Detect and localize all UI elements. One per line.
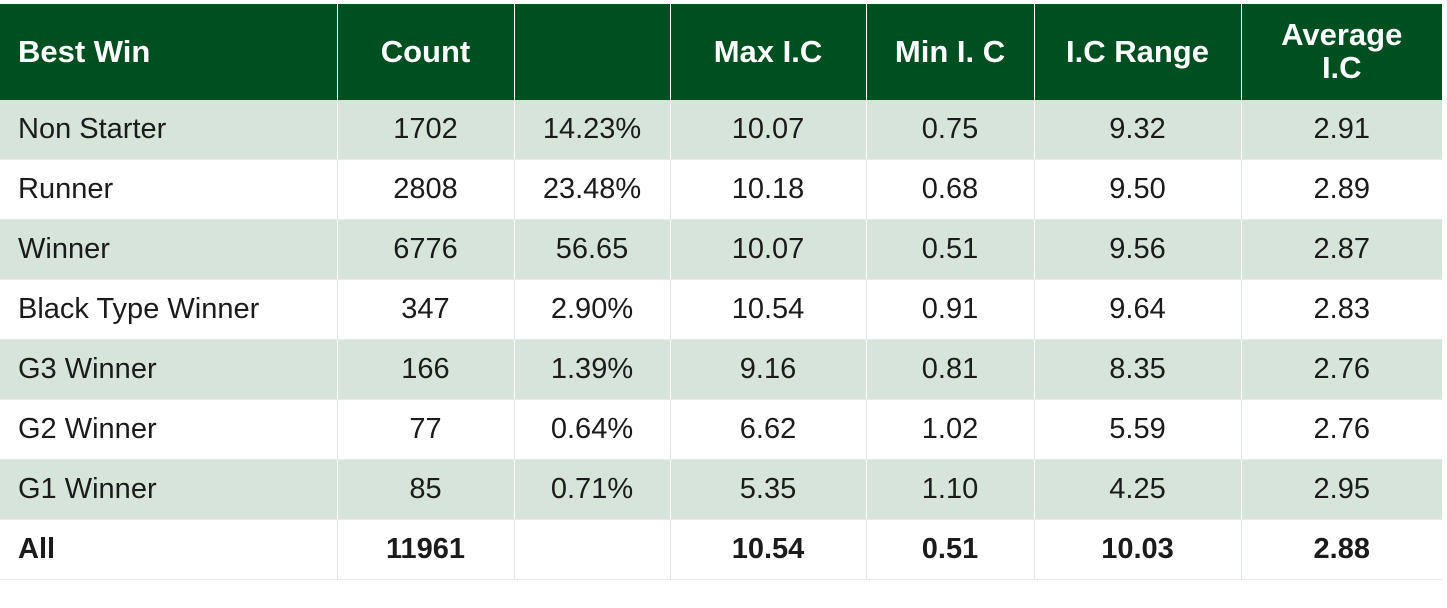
- table-cell: 6776: [337, 219, 515, 280]
- table-cell: 9.50: [1034, 159, 1242, 220]
- table-cell: 1.10: [866, 459, 1035, 520]
- table-cell: 11961: [337, 519, 515, 580]
- row-label: G2 Winner: [0, 399, 338, 460]
- table-cell: 4.25: [1034, 459, 1242, 520]
- table-row: Black Type Winner 347 2.90% 10.54 0.91 9.64 2.…: [0, 279, 1442, 340]
- column-header-1: Count: [337, 4, 515, 100]
- table-cell: [514, 519, 671, 580]
- table-cell: 0.51: [866, 519, 1035, 580]
- table-row: G3 Winner 166 1.39% 9.16 0.81 8.35 2.76: [0, 339, 1442, 400]
- table-cell: 0.71%: [514, 459, 671, 520]
- table-cell: 10.03: [1034, 519, 1242, 580]
- column-header-5: I.C Range: [1034, 4, 1242, 100]
- table-cell: 0.81: [866, 339, 1035, 400]
- table-cell: 2.76: [1241, 399, 1442, 460]
- column-header-0: Best Win: [0, 4, 338, 100]
- table-cell: 2.89: [1241, 159, 1442, 220]
- table-cell: 10.07: [670, 219, 867, 280]
- table-row: G1 Winner 85 0.71% 5.35 1.10 4.25 2.95: [0, 459, 1442, 520]
- table-cell: 2.91: [1241, 100, 1442, 160]
- table-cell: 2.90%: [514, 279, 671, 340]
- table-cell: 10.18: [670, 159, 867, 220]
- table-cell: 23.48%: [514, 159, 671, 220]
- table-row: G2 Winner 77 0.64% 6.62 1.02 5.59 2.76: [0, 399, 1442, 460]
- column-header-4: Min I. C: [866, 4, 1035, 100]
- table-cell: 85: [337, 459, 515, 520]
- column-header-6: Average I.C: [1241, 4, 1442, 100]
- table-cell: 2.88: [1241, 519, 1442, 580]
- table-cell: 1702: [337, 100, 515, 160]
- row-label: All: [0, 519, 338, 580]
- table-cell: 2.76: [1241, 339, 1442, 400]
- table-cell: 0.75: [866, 100, 1035, 160]
- table-cell: 77: [337, 399, 515, 460]
- column-header-2: [514, 4, 671, 100]
- row-label: G1 Winner: [0, 459, 338, 520]
- table-cell: 56.65: [514, 219, 671, 280]
- table-cell: 14.23%: [514, 100, 671, 160]
- table-cell: 6.62: [670, 399, 867, 460]
- row-label: Black Type Winner: [0, 279, 338, 340]
- table-row: Non Starter 1702 14.23% 10.07 0.75 9.32 2.91: [0, 100, 1442, 160]
- table-cell: 1.02: [866, 399, 1035, 460]
- table-cell: 2.95: [1241, 459, 1442, 520]
- row-label: Runner: [0, 159, 338, 220]
- row-label: Winner: [0, 219, 338, 280]
- table-row: Runner 2808 23.48% 10.18 0.68 9.50 2.89: [0, 159, 1442, 220]
- total-row: All 11961 10.54 0.51 10.03 2.88: [0, 519, 1442, 580]
- table-cell: 9.56: [1034, 219, 1242, 280]
- table-cell: 0.91: [866, 279, 1035, 340]
- table-cell: 2808: [337, 159, 515, 220]
- table-cell: 9.32: [1034, 100, 1242, 160]
- table-cell: 10.07: [670, 100, 867, 160]
- table-cell: 10.54: [670, 279, 867, 340]
- table-row: Winner 6776 56.65 10.07 0.51 9.56 2.87: [0, 219, 1442, 280]
- table-cell: 2.83: [1241, 279, 1442, 340]
- table-cell: 5.35: [670, 459, 867, 520]
- table-body: Non Starter 1702 14.23% 10.07 0.75 9.32 2.91 Ru…: [0, 100, 1442, 580]
- row-label: G3 Winner: [0, 339, 338, 400]
- best-win-ic-table: Best Win Count Max I.C Min I. C I.C Range Ave…: [0, 4, 1442, 580]
- table-cell: 9.64: [1034, 279, 1242, 340]
- table-cell: 5.59: [1034, 399, 1242, 460]
- table-cell: 347: [337, 279, 515, 340]
- table-cell: 166: [337, 339, 515, 400]
- column-header-3: Max I.C: [670, 4, 867, 100]
- table-cell: 10.54: [670, 519, 867, 580]
- table-cell: 2.87: [1241, 219, 1442, 280]
- table-cell: 8.35: [1034, 339, 1242, 400]
- row-label: Non Starter: [0, 100, 338, 160]
- ic-table-wrapper: Best Win Count Max I.C Min I. C I.C Range Ave…: [0, 4, 1447, 580]
- table-cell: 9.16: [670, 339, 867, 400]
- header-row: Best Win Count Max I.C Min I. C I.C Range Ave…: [0, 4, 1442, 100]
- table-cell: 1.39%: [514, 339, 671, 400]
- table-cell: 0.64%: [514, 399, 671, 460]
- table-header: Best Win Count Max I.C Min I. C I.C Range Ave…: [0, 4, 1442, 100]
- table-cell: 0.51: [866, 219, 1035, 280]
- table-cell: 0.68: [866, 159, 1035, 220]
